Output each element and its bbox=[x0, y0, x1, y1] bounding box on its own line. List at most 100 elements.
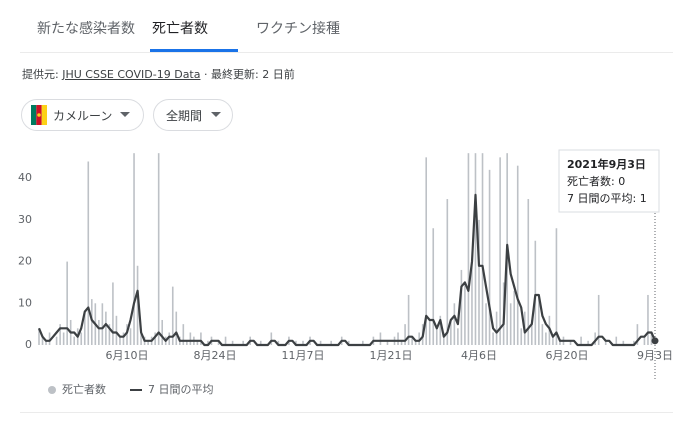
bar bbox=[650, 332, 653, 345]
bar bbox=[105, 311, 107, 345]
bar bbox=[242, 340, 244, 345]
bar bbox=[119, 336, 121, 345]
bar bbox=[460, 269, 463, 345]
bar bbox=[133, 153, 135, 345]
dropdown-arrow bbox=[120, 112, 131, 117]
x-tick-label: 6月10日 bbox=[106, 349, 149, 362]
period-filter[interactable]: 全期間 bbox=[153, 99, 233, 131]
bar bbox=[432, 228, 435, 345]
bar bbox=[80, 332, 83, 345]
bar bbox=[66, 261, 68, 345]
bar bbox=[457, 328, 459, 345]
bar bbox=[319, 340, 322, 345]
hover-dot bbox=[651, 337, 659, 345]
tooltip-average: 7 日間の平均: 1 bbox=[567, 192, 647, 205]
tab[interactable]: ワクチン接種 bbox=[256, 21, 340, 37]
bar bbox=[527, 199, 530, 345]
bar bbox=[446, 199, 449, 345]
y-tick-label: 10 bbox=[18, 296, 32, 309]
bar bbox=[516, 165, 519, 345]
source-link[interactable]: JHU CSSE COVID-19 Data bbox=[62, 68, 201, 81]
bar bbox=[295, 340, 297, 345]
x-tick-label: 1月21日 bbox=[370, 349, 413, 362]
bar bbox=[513, 290, 515, 345]
bar bbox=[534, 240, 537, 345]
x-tick-label: 11月7日 bbox=[282, 349, 325, 362]
bar bbox=[580, 336, 582, 345]
bar bbox=[495, 311, 498, 345]
bar bbox=[552, 336, 554, 345]
bar bbox=[425, 157, 427, 345]
bar bbox=[414, 340, 417, 345]
bar bbox=[59, 324, 61, 345]
bar bbox=[347, 340, 350, 345]
bar bbox=[270, 332, 273, 345]
bar bbox=[509, 303, 512, 345]
bar bbox=[171, 286, 174, 345]
bar bbox=[587, 340, 589, 345]
bar bbox=[597, 294, 600, 345]
x-tick-label: 8月24日 bbox=[194, 349, 237, 362]
bar bbox=[45, 340, 47, 345]
bar bbox=[492, 332, 494, 345]
legend-label: 死亡者数 bbox=[62, 382, 106, 396]
bar bbox=[161, 319, 163, 345]
bar bbox=[122, 332, 125, 345]
tab-selected[interactable]: 死亡者数 bbox=[152, 21, 208, 37]
bar bbox=[55, 336, 58, 345]
bar bbox=[411, 336, 413, 345]
bar bbox=[397, 332, 399, 345]
tooltip-box bbox=[558, 149, 660, 213]
bar bbox=[643, 336, 646, 345]
bar bbox=[175, 311, 178, 345]
tooltip-date: 2021年9月3日 bbox=[567, 157, 646, 171]
bar bbox=[636, 324, 639, 345]
bar bbox=[481, 153, 484, 345]
bar bbox=[418, 332, 420, 345]
bar bbox=[207, 340, 209, 345]
bar bbox=[73, 336, 75, 345]
x-tick-label: 9月3日 bbox=[637, 349, 673, 362]
country-filter[interactable]: カメルーン bbox=[21, 99, 144, 131]
bar bbox=[87, 161, 90, 345]
y-tick-label: 0 bbox=[25, 338, 32, 351]
bar bbox=[538, 294, 540, 345]
tooltip-deaths: 死亡者数: 0 bbox=[567, 174, 625, 188]
flag bbox=[31, 105, 47, 125]
y-tick-label: 20 bbox=[18, 255, 32, 268]
y-tick-label: 40 bbox=[18, 171, 32, 184]
bar bbox=[559, 340, 561, 345]
bar bbox=[428, 319, 431, 345]
bar bbox=[147, 340, 149, 345]
bar bbox=[464, 282, 466, 345]
bar bbox=[404, 324, 406, 345]
source-suffix: · 最終更新: 2 日前 bbox=[204, 68, 295, 81]
source: 提供元: JHU CSSE COVID-19 Data · 最終更新: 2 日前 bbox=[22, 66, 295, 82]
bar bbox=[386, 340, 389, 345]
bar bbox=[633, 340, 635, 345]
bar bbox=[541, 324, 544, 345]
legend-label: 7 日間の平均 bbox=[148, 383, 214, 396]
bar bbox=[38, 328, 40, 345]
bar bbox=[379, 332, 382, 345]
bar bbox=[62, 332, 65, 345]
bar bbox=[91, 299, 93, 345]
bar bbox=[647, 294, 649, 345]
bar bbox=[259, 340, 262, 345]
bar bbox=[604, 340, 607, 345]
bar bbox=[136, 265, 139, 345]
bar bbox=[471, 261, 473, 345]
tab[interactable]: 新たな感染者数 bbox=[37, 21, 135, 37]
bar bbox=[330, 340, 332, 345]
average-line bbox=[37, 193, 657, 347]
divider bbox=[20, 412, 673, 413]
bar bbox=[41, 336, 44, 345]
bar bbox=[48, 332, 51, 345]
bar bbox=[439, 315, 442, 345]
bar bbox=[474, 153, 477, 345]
bar bbox=[231, 340, 234, 345]
bar bbox=[182, 324, 185, 345]
bar bbox=[108, 324, 111, 345]
